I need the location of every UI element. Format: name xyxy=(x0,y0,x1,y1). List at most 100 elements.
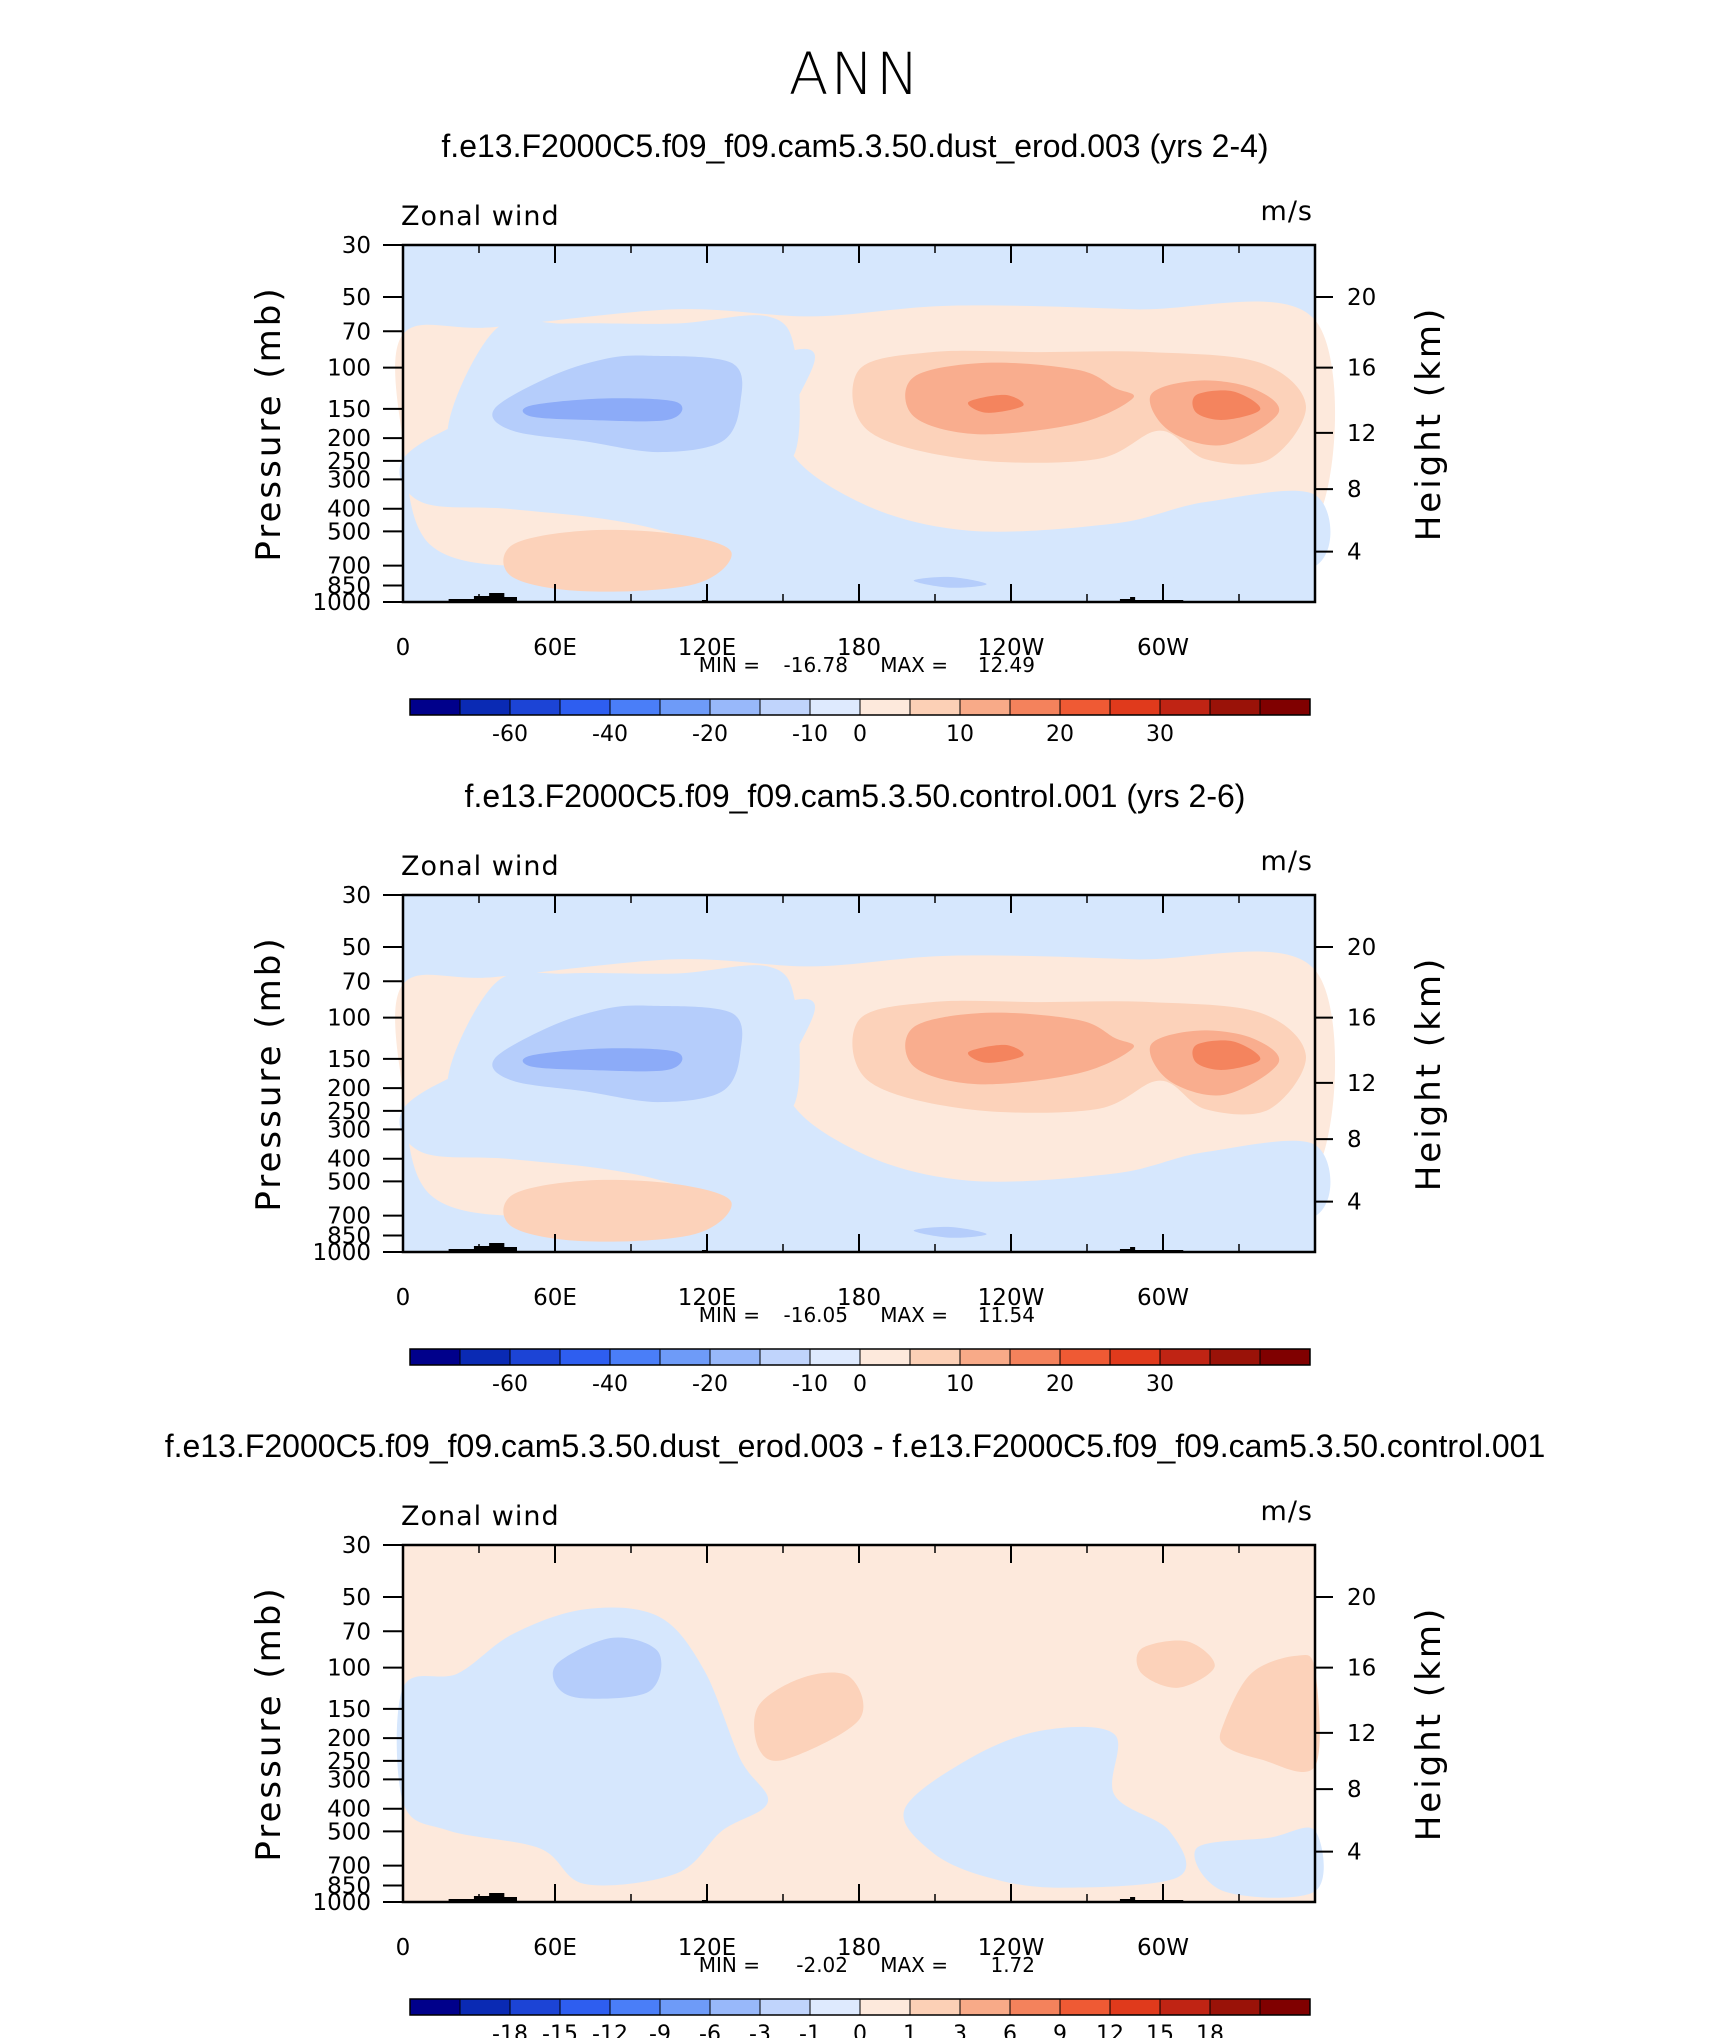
colorbar-box xyxy=(809,698,861,716)
y-right-tick-label: 12 xyxy=(1347,421,1376,447)
contour-warm-core-west xyxy=(967,1044,1024,1063)
colorbar-box xyxy=(1109,1348,1161,1366)
colorbar-box xyxy=(1159,1998,1211,2016)
colorbar-label: -15 xyxy=(542,2022,578,2038)
y-tick-label: 500 xyxy=(327,519,371,545)
y-tick-label: 50 xyxy=(342,285,371,311)
colorbar-box xyxy=(1109,1998,1161,2016)
colorbar-label: 9 xyxy=(1053,2022,1067,2038)
colorbar-box xyxy=(1259,698,1311,716)
colorbar-label: 20 xyxy=(1046,722,1074,747)
min-value: -16.05 xyxy=(784,1303,848,1327)
colorbar-box xyxy=(1159,698,1211,716)
colorbar-frame xyxy=(409,1348,1311,1366)
panel-control: f.e13.F2000C5.f09_f09.cam5.3.50.control.… xyxy=(249,778,1449,1397)
contour-diff-warm-east xyxy=(1219,1655,1320,1773)
colorbar-box xyxy=(909,1348,961,1366)
colorbar-label: -40 xyxy=(592,722,628,747)
y-tick-label: 850 xyxy=(327,1873,371,1899)
x-tick-label: 0 xyxy=(396,1935,411,1961)
variable-label: Zonal wind xyxy=(401,1501,560,1532)
colorbar-box xyxy=(609,1348,661,1366)
colorbar-label: 3 xyxy=(953,2022,967,2038)
contour-diff-warm-west xyxy=(754,1672,864,1761)
colorbar-label: -60 xyxy=(492,1372,528,1397)
colorbar-box xyxy=(1259,1348,1311,1366)
colorbar-box xyxy=(859,1998,911,2016)
y-right-tick-label: 12 xyxy=(1347,1071,1376,1097)
y-tick-label: 30 xyxy=(342,233,371,259)
x-tick-label: 120E xyxy=(678,635,736,661)
x-tick-label: 60W xyxy=(1137,1935,1189,1961)
y-tick-label: 200 xyxy=(327,426,371,452)
colorbar-box xyxy=(709,1998,761,2016)
y-tick-label: 150 xyxy=(327,397,371,423)
variable-label: Zonal wind xyxy=(401,851,560,882)
units-label: m/s xyxy=(1261,1496,1313,1527)
y-tick-label: 400 xyxy=(327,1797,371,1823)
max-value: 1.72 xyxy=(990,1953,1035,1977)
colorbar-label: 20 xyxy=(1046,1372,1074,1397)
colorbar-label: 30 xyxy=(1146,722,1174,747)
contour-diff-warm-mid xyxy=(1136,1640,1215,1688)
contour-warm-core-east xyxy=(1192,1040,1261,1070)
contour-field xyxy=(395,245,1336,602)
colorbar-frame xyxy=(409,1998,1311,2016)
contour-diff-blue-west xyxy=(396,1607,769,1886)
colorbar-box xyxy=(1009,1348,1061,1366)
y-tick-label: 1000 xyxy=(312,1240,371,1266)
y-tick-label: 50 xyxy=(342,935,371,961)
y-right-axis-title: Height (km) xyxy=(1409,306,1449,542)
colorbar-box xyxy=(559,1998,611,2016)
y-tick-label: 700 xyxy=(327,1854,371,1880)
y-right-tick-label: 16 xyxy=(1347,1006,1376,1032)
x-tick-label: 60W xyxy=(1137,1285,1189,1311)
min-label: MIN = xyxy=(699,653,760,677)
colorbar-label: 1 xyxy=(903,2022,917,2038)
colorbar-label: -1 xyxy=(799,2022,821,2038)
variable-label: Zonal wind xyxy=(401,201,560,232)
y-tick-label: 70 xyxy=(342,969,371,995)
colorbar-box xyxy=(1209,1348,1261,1366)
y-right-tick-label: 4 xyxy=(1347,1840,1362,1866)
colorbar-box xyxy=(609,698,661,716)
colorbar-box xyxy=(459,698,511,716)
x-tick-label: 60E xyxy=(533,1935,577,1961)
colorbar-box xyxy=(559,1348,611,1366)
colorbar-box xyxy=(809,1998,861,2016)
y-tick-label: 1000 xyxy=(312,590,371,616)
panel-dust-erod: f.e13.F2000C5.f09_f09.cam5.3.50.dust_ero… xyxy=(249,128,1449,747)
colorbar-box xyxy=(959,1998,1011,2016)
y-right-axis-title: Height (km) xyxy=(1409,956,1449,1192)
colorbar-box xyxy=(809,1348,861,1366)
y-tick-label: 200 xyxy=(327,1726,371,1752)
colorbar-box xyxy=(1209,1998,1261,2016)
x-tick-label: 0 xyxy=(396,1285,411,1311)
x-tick-label: 120E xyxy=(678,1285,736,1311)
y-tick-label: 400 xyxy=(327,497,371,523)
colorbar-box xyxy=(759,698,811,716)
contour-diff-blue-core xyxy=(552,1637,662,1699)
y-tick-label: 100 xyxy=(327,356,371,382)
contour-blue-core xyxy=(522,398,683,422)
max-label: MAX = xyxy=(880,1953,948,1977)
x-tick-label: 120E xyxy=(678,1935,736,1961)
colorbar-box xyxy=(409,1998,461,2016)
y-right-axis-title: Height (km) xyxy=(1409,1606,1449,1842)
min-label: MIN = xyxy=(699,1303,760,1327)
colorbar-box xyxy=(409,698,461,716)
y-right-tick-label: 8 xyxy=(1347,1777,1362,1803)
y-right-tick-label: 16 xyxy=(1347,356,1376,382)
y-right-tick-label: 8 xyxy=(1347,1127,1362,1153)
x-tick-label: 120W xyxy=(978,635,1045,661)
colorbar-box xyxy=(959,1348,1011,1366)
colorbar-label: 30 xyxy=(1146,1372,1174,1397)
colorbar-label: -10 xyxy=(792,1372,828,1397)
y-tick-label: 200 xyxy=(327,1076,371,1102)
y-tick-label: 850 xyxy=(327,573,371,599)
colorbar-box xyxy=(509,1998,561,2016)
y-tick-label: 30 xyxy=(342,883,371,909)
units-label: m/s xyxy=(1261,196,1313,227)
y-tick-label: 30 xyxy=(342,1533,371,1559)
y-tick-label: 700 xyxy=(327,554,371,580)
